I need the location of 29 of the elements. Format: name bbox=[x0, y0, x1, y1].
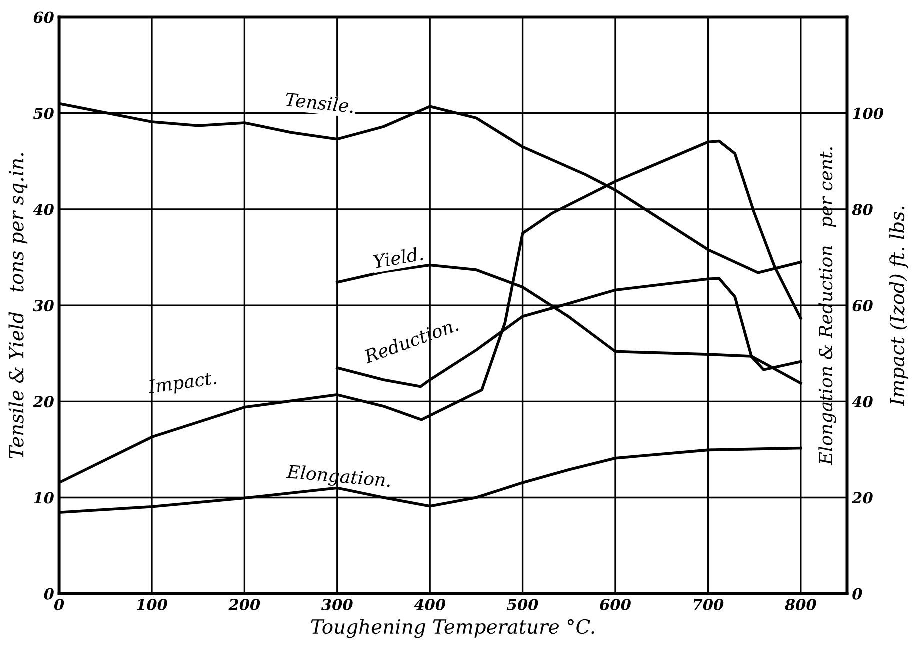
x-tick-label: 500 bbox=[507, 598, 538, 611]
y-tick-label: 60 bbox=[34, 12, 54, 24]
x-tick-label: 300 bbox=[322, 598, 353, 611]
y-axis-title: Tensile & Yield tons per sq.in. bbox=[8, 154, 28, 458]
y2-tick-label: 40 bbox=[852, 396, 873, 408]
y-tick-label: 50 bbox=[33, 108, 54, 120]
x-tick-label: 100 bbox=[137, 598, 168, 611]
annotation: Elongation & Reduction per cent. bbox=[818, 148, 836, 466]
x-tick-label: 200 bbox=[228, 598, 260, 611]
y2-tick-label: 60 bbox=[852, 300, 873, 312]
x-tick-label: 700 bbox=[694, 598, 724, 611]
x-axis-title: Toughening Temperature °C. bbox=[311, 619, 594, 638]
text: Yield. bbox=[372, 246, 424, 269]
y-tick-label: 30 bbox=[33, 300, 54, 312]
x-tick-label: 600 bbox=[600, 598, 631, 611]
y2-tick-label: 80 bbox=[852, 204, 873, 216]
y2-tick-label: 0 bbox=[852, 588, 862, 600]
y-tick-label: 20 bbox=[33, 396, 54, 408]
y2-tick-label: 20 bbox=[852, 492, 873, 504]
y2-tick-label: 100 bbox=[853, 108, 884, 120]
x-tick-label: 400 bbox=[414, 598, 446, 611]
x-tick-label: 0 bbox=[54, 598, 64, 611]
y-tick-label: 40 bbox=[33, 204, 54, 216]
text: Tensile. bbox=[285, 92, 354, 114]
y-tick-label: 0 bbox=[44, 588, 54, 600]
y2-axis-title: Impact (Izod) ft. lbs. bbox=[890, 207, 908, 406]
x-tick-label: 800 bbox=[785, 598, 816, 611]
y-tick-label: 10 bbox=[34, 492, 54, 504]
series-label: Elongation. bbox=[286, 464, 391, 491]
